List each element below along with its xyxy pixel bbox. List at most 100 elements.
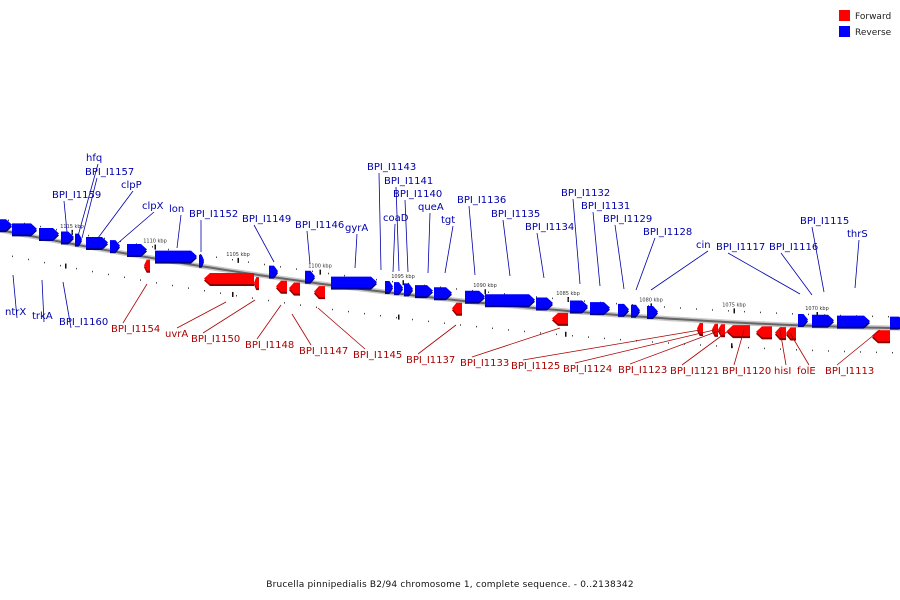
scale-minor-tick [252,297,253,299]
gene-label-gyrA: gyrA [345,223,368,234]
gene-label-tgt: tgt [441,215,455,226]
leader-BPI-I1116 [780,252,813,296]
scale-minor-tick [104,237,105,240]
scale-minor-tick [232,258,233,261]
leader-BPI-I1160 [62,281,72,329]
gene-label-BPI-I1136: BPI_I1136 [457,195,506,206]
leader-BPI-I1125 [522,329,701,361]
scale-minor-tick [716,345,717,347]
gene-BPI_I1157 [75,233,82,247]
scale-minor-tick [764,347,765,350]
scale-minor-tick [396,316,397,319]
gene-label-BPI-I1128: BPI_I1128 [643,227,692,238]
scale-minor-tick [584,300,585,302]
leader-BPI-I1146 [306,230,311,265]
legend: Forward Reverse [839,10,892,38]
scale-minor-tick [172,284,173,287]
leader-uvrA [176,301,227,329]
gene-BPI_I1137 [452,302,462,316]
scale-minor-tick [12,255,13,258]
scale-minor-tick [268,299,269,302]
leader-BPI-I1129 [614,224,625,290]
scale-minor-tick [748,346,749,349]
leader-BPI-I1141 [395,186,400,272]
gene-BPI_I1149 [269,265,278,279]
scale-minor-tick [808,313,809,316]
scale-major-tick [565,331,567,337]
scale-minor-tick [44,261,45,264]
scale-major-tick [232,291,234,297]
scale-minor-tick [392,280,393,283]
gene-gyrA [331,276,377,290]
gene-BPI_I1143 [385,281,393,295]
sequence-backbone [0,227,900,331]
scale-minor-tick [860,351,861,353]
leader-BPI-I1115 [811,226,825,293]
gene-label-BPI-I1143: BPI_I1143 [367,162,416,173]
map-caption: Brucella pinnipedialis B2/94 chromosome … [266,580,634,590]
leader-coaD [392,223,396,273]
scale-minor-tick [328,272,329,275]
gene-label-BPI-I1141: BPI_I1141 [384,176,433,187]
leader-hisI [779,329,787,366]
scale-minor-tick [812,349,813,352]
scale-minor-tick [680,307,681,309]
gene-BPI_I1159 [61,231,74,245]
scale-minor-tick [364,312,365,315]
gene-label-BPI-I1140: BPI_I1140 [393,189,442,200]
scale-minor-tick [476,325,477,328]
scale-minor-tick [264,263,265,266]
scale-minor-tick [552,297,553,300]
gene-label-BPI-I1148: BPI_I1148 [245,340,294,351]
label-leaders [12,163,881,366]
gene-label-ntrX: ntrX [5,307,26,318]
gene-BPI_I1140 [404,283,413,297]
leader-BPI-I1123 [629,329,722,365]
gene-BPI_I1136 [485,294,535,308]
scale-minor-tick [280,266,281,268]
gene-BPI_I1132 [570,300,588,314]
gene-lon [155,250,197,264]
leader-BPI-I1143 [378,172,382,271]
gene-hfq [86,236,108,250]
scale-minor-tick [728,310,729,312]
gene-label-BPI-I1137: BPI_I1137 [406,355,455,366]
scale-minor-tick [872,315,873,318]
gene-BPI_I1117 [798,313,808,327]
gene-folE [786,327,796,341]
scale-minor-tick [376,278,377,281]
gene-label-BPI-I1145: BPI_I1145 [353,350,402,361]
scale-minor-tick [604,337,605,340]
gene-label-thrS: thrS [847,229,868,240]
scale-minor-tick [216,256,217,258]
gene-label-BPI-I1132: BPI_I1132 [561,188,610,199]
legend-reverse-swatch [839,26,850,37]
leader-BPI-I1121 [681,330,729,366]
gene-label-BPI-I1133: BPI_I1133 [460,358,509,369]
gene-label-BPI-I1154: BPI_I1154 [111,324,160,335]
leader-BPI-I1135 [502,219,511,277]
scale-minor-tick [8,219,9,222]
scale-minor-tick [40,225,41,228]
leader-BPI-I1113 [836,329,881,366]
gene-label-cin: cin [696,240,711,251]
scale-minor-tick [380,314,381,317]
scale-minor-tick [744,310,745,313]
scale-major-tick [398,314,400,320]
scale-minor-tick [152,246,153,248]
scale-minor-tick [56,228,57,231]
scale-minor-tick [156,282,157,284]
scale-minor-tick [456,288,457,290]
scale-tick-label: 1090 kbp [473,283,497,289]
scale-minor-tick [780,348,781,350]
leader-cin [650,250,709,291]
scale-minor-tick [124,276,125,279]
scale-minor-tick [140,279,141,281]
scale-minor-tick [168,248,169,251]
scale-major-tick [402,280,404,286]
gene-BPI_I1152 [199,254,204,268]
gene-label-queA: queA [418,202,444,213]
gene-label-BPI-I1129: BPI_I1129 [603,214,652,225]
